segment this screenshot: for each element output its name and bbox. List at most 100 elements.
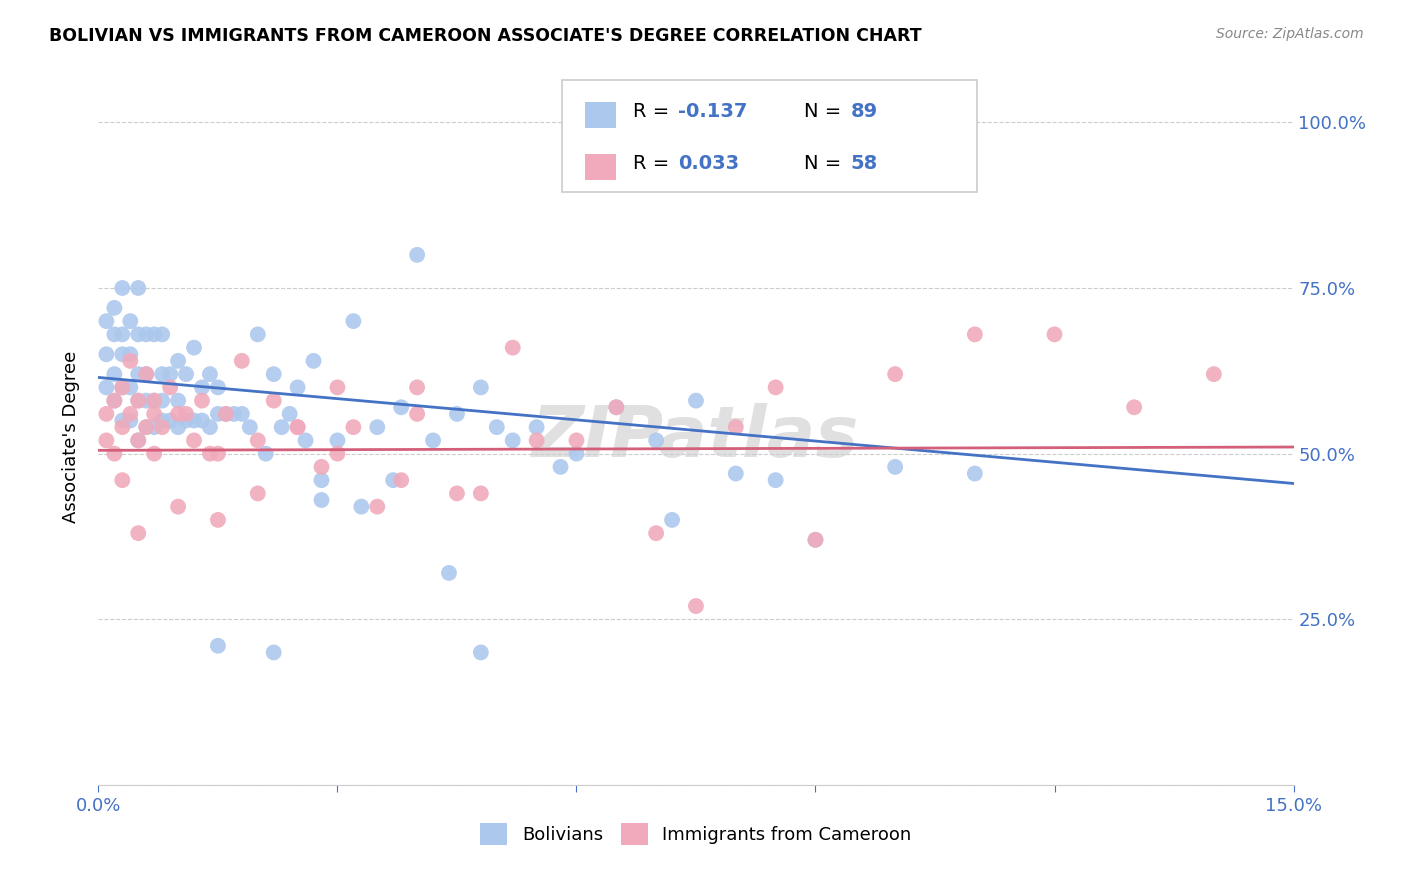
Point [302,354,325,368]
Point [135,420,157,434]
Point [96,314,118,328]
Point [143,393,166,408]
Point [1043,327,1066,342]
Point [287,380,309,394]
Point [446,486,468,500]
Point [645,526,668,541]
Point [326,380,349,394]
Point [103,327,125,342]
Point [526,420,548,434]
Point [406,407,429,421]
Point [183,341,205,355]
Point [167,407,190,421]
Point [120,347,142,361]
Point [246,434,269,448]
Point [215,407,238,421]
Point [311,493,333,508]
Point [207,639,229,653]
Point [103,393,125,408]
Point [294,434,316,448]
Point [111,380,134,394]
Point [326,447,349,461]
Point [167,393,190,408]
Point [159,367,181,381]
Point [143,327,166,342]
Point [263,645,285,659]
Point [231,407,253,421]
Point [150,327,173,342]
Text: N =: N = [804,102,848,121]
Point [342,314,364,328]
Point [191,393,214,408]
Point [127,327,149,342]
Point [111,413,134,427]
Point [963,327,986,342]
Point [127,434,149,448]
Point [127,393,149,408]
Point [1202,367,1225,381]
Point [231,354,253,368]
Point [111,327,134,342]
Point [150,413,173,427]
Point [198,367,221,381]
Point [724,420,747,434]
Point [143,393,166,408]
Point [167,354,190,368]
Point [103,393,125,408]
Point [120,380,142,394]
Point [342,420,364,434]
Point [246,486,269,500]
Point [270,420,292,434]
Text: R =: R = [633,154,675,173]
Text: -0.137: -0.137 [678,102,747,121]
Point [174,367,197,381]
Point [287,420,309,434]
Point [485,420,508,434]
Point [724,467,747,481]
Point [884,459,907,474]
Point [311,459,333,474]
Point [150,367,173,381]
Point [1123,401,1146,415]
Point [278,407,301,421]
Point [645,434,668,448]
Text: 89: 89 [851,102,877,121]
Point [127,434,149,448]
Point [502,434,524,448]
Point [239,420,262,434]
Point [111,420,134,434]
Point [502,341,524,355]
Point [311,473,333,487]
Point [159,413,181,427]
Point [350,500,373,514]
Point [437,566,460,580]
Point [120,413,142,427]
Point [526,434,548,448]
Point [263,393,285,408]
Point [127,526,149,541]
Point [143,447,166,461]
Point [150,393,173,408]
Point [207,447,229,461]
Point [422,434,444,448]
Point [287,420,309,434]
Point [605,401,627,415]
Point [661,513,683,527]
Point [470,645,492,659]
Point [167,420,190,434]
Point [254,447,277,461]
Text: 58: 58 [851,154,877,173]
Point [446,407,468,421]
Point [565,447,588,461]
Point [765,380,787,394]
Point [103,367,125,381]
Text: R =: R = [633,102,675,121]
Point [191,380,214,394]
Point [389,401,412,415]
Point [150,420,173,434]
Point [127,281,149,295]
Point [605,401,627,415]
Point [143,407,166,421]
Point [685,599,707,613]
Point [198,420,221,434]
